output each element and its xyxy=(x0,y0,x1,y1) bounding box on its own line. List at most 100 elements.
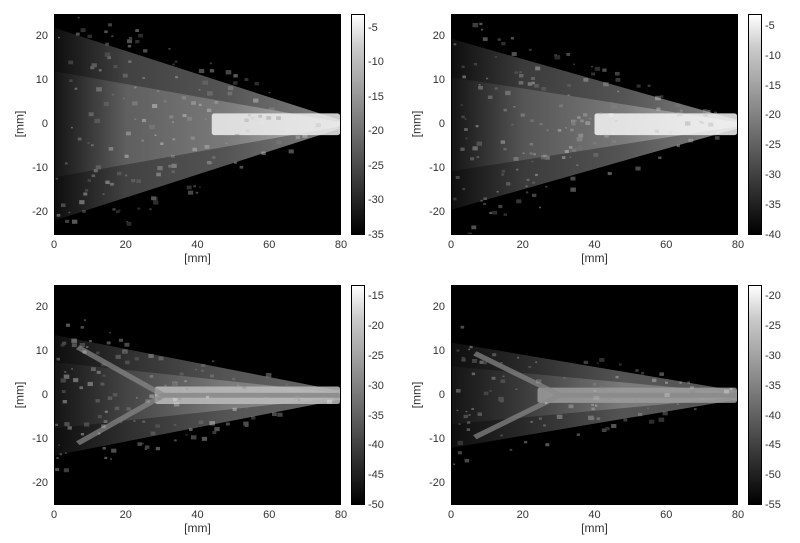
y-axis-label: [mm] xyxy=(12,381,26,408)
x-tick: 80 xyxy=(335,509,347,521)
y-tick: 0 xyxy=(439,389,445,401)
x-tick: 60 xyxy=(660,239,672,251)
colorbar-tick: -45 xyxy=(368,469,384,481)
colorbar-tick: -5 xyxy=(765,20,775,32)
colorbar-tick: -30 xyxy=(765,169,781,181)
y-tick: -20 xyxy=(32,477,48,489)
colorbar-tick: -20 xyxy=(368,125,384,137)
y-tick: -20 xyxy=(429,206,445,218)
x-tick: 20 xyxy=(120,509,132,521)
x-tick: 80 xyxy=(732,509,744,521)
x-tick: 0 xyxy=(448,239,454,251)
colorbar-tick: -50 xyxy=(765,469,781,481)
panel-tl: [mm] -20 -10 0 10 20 0 20 40 60 80 [mm] -5 -10 -15 -20 -… xyxy=(6,6,393,263)
x-tick: 80 xyxy=(335,239,347,251)
colorbar-tick: -25 xyxy=(765,139,781,151)
y-tick: -10 xyxy=(429,162,445,174)
colorbar-tick: -20 xyxy=(765,109,781,121)
x-tick: 20 xyxy=(517,509,529,521)
heatmap xyxy=(54,285,341,506)
panel-grid: [mm] -20 -10 0 10 20 0 20 40 60 80 [mm] -5 -10 -15 -20 -… xyxy=(0,0,800,543)
x-tick: 40 xyxy=(191,239,203,251)
colorbar-tick: -35 xyxy=(765,199,781,211)
y-tick: 10 xyxy=(433,74,445,86)
colorbar: -5-10-15-20-25-30-35 xyxy=(347,14,393,235)
colorbar-tick: -15 xyxy=(765,80,781,92)
colorbar-tick: -20 xyxy=(765,290,781,302)
panel-tr: [mm] -20 -10 0 10 20 0 20 40 60 80 [mm] -5 -10 -15 -20 -… xyxy=(403,6,790,263)
x-axis: 020406080[mm] xyxy=(54,237,341,263)
colorbar-tick: -30 xyxy=(765,350,781,362)
colorbar-tick: -45 xyxy=(765,439,781,451)
x-tick: 60 xyxy=(263,239,275,251)
y-axis-label: [mm] xyxy=(409,381,423,408)
colorbar: -15-20-25-30-35-40-45-50 xyxy=(347,285,393,506)
x-tick: 0 xyxy=(51,239,57,251)
x-axis-label: [mm] xyxy=(184,251,211,265)
colorbar-tick: -35 xyxy=(765,380,781,392)
y-tick: 10 xyxy=(433,345,445,357)
y-tick: 0 xyxy=(439,118,445,130)
y-axis: [mm] -20 -10 0 10 20 xyxy=(403,285,449,506)
y-tick: -20 xyxy=(429,477,445,489)
heatmap xyxy=(54,14,341,235)
x-tick: 40 xyxy=(588,239,600,251)
colorbar-tick: -55 xyxy=(765,499,781,511)
x-tick: 80 xyxy=(732,239,744,251)
x-tick: 40 xyxy=(191,509,203,521)
colorbar-tick: -15 xyxy=(368,91,384,103)
x-tick: 20 xyxy=(517,239,529,251)
colorbar-tick: -25 xyxy=(368,160,384,172)
x-axis-label: [mm] xyxy=(581,251,608,265)
heatmap xyxy=(451,14,738,235)
y-axis: [mm] -20 -10 0 10 20 xyxy=(6,285,52,506)
y-tick: -10 xyxy=(32,162,48,174)
y-axis: [mm] -20 -10 0 10 20 xyxy=(6,14,52,235)
y-tick: 20 xyxy=(433,301,445,313)
colorbar-tick: -40 xyxy=(368,439,384,451)
colorbar-tick: -25 xyxy=(368,350,384,362)
panel-br: [mm] -20 -10 0 10 20 0 20 40 60 80 [mm] -20 -25 -30 -35… xyxy=(403,277,790,534)
x-axis: 020406080[mm] xyxy=(54,507,341,533)
heatmap xyxy=(451,285,738,506)
y-axis-label: [mm] xyxy=(409,111,423,138)
colorbar-tick: -35 xyxy=(368,410,384,422)
colorbar-tick: -30 xyxy=(368,194,384,206)
colorbar-tick: -40 xyxy=(765,410,781,422)
y-tick: 0 xyxy=(42,118,48,130)
x-tick: 40 xyxy=(588,509,600,521)
y-tick: 0 xyxy=(42,389,48,401)
colorbar-tick: -50 xyxy=(368,499,384,511)
y-tick: -20 xyxy=(32,206,48,218)
colorbar-tick: -10 xyxy=(368,56,384,68)
colorbar-tick: -25 xyxy=(765,320,781,332)
x-tick: 0 xyxy=(448,509,454,521)
x-tick: 20 xyxy=(120,239,132,251)
colorbar-tick: -40 xyxy=(765,229,781,241)
y-tick: -10 xyxy=(32,433,48,445)
x-axis-label: [mm] xyxy=(184,521,211,535)
y-axis: [mm] -20 -10 0 10 20 xyxy=(403,14,449,235)
x-tick: 60 xyxy=(263,509,275,521)
x-axis: 020406080[mm] xyxy=(451,237,738,263)
x-axis: 020406080[mm] xyxy=(451,507,738,533)
y-tick: 20 xyxy=(433,30,445,42)
colorbar-tick: -35 xyxy=(368,229,384,241)
x-tick: 0 xyxy=(51,509,57,521)
y-tick: -10 xyxy=(429,433,445,445)
y-axis-label: [mm] xyxy=(12,111,26,138)
colorbar-tick: -5 xyxy=(368,22,378,34)
x-tick: 60 xyxy=(660,509,672,521)
colorbar: -20-25-30-35-40-45-50-55 xyxy=(744,285,790,506)
colorbar-tick: -15 xyxy=(368,290,384,302)
y-tick: 10 xyxy=(36,345,48,357)
colorbar-tick: -30 xyxy=(368,380,384,392)
panel-bl: [mm] -20 -10 0 10 20 0 20 40 60 80 [mm] -15 -20 -25 -30… xyxy=(6,277,393,534)
colorbar-tick: -20 xyxy=(368,320,384,332)
y-tick: 20 xyxy=(36,30,48,42)
colorbar-tick: -10 xyxy=(765,50,781,62)
colorbar: -5-10-15-20-25-30-35-40 xyxy=(744,14,790,235)
y-tick: 20 xyxy=(36,301,48,313)
y-tick: 10 xyxy=(36,74,48,86)
x-axis-label: [mm] xyxy=(581,521,608,535)
